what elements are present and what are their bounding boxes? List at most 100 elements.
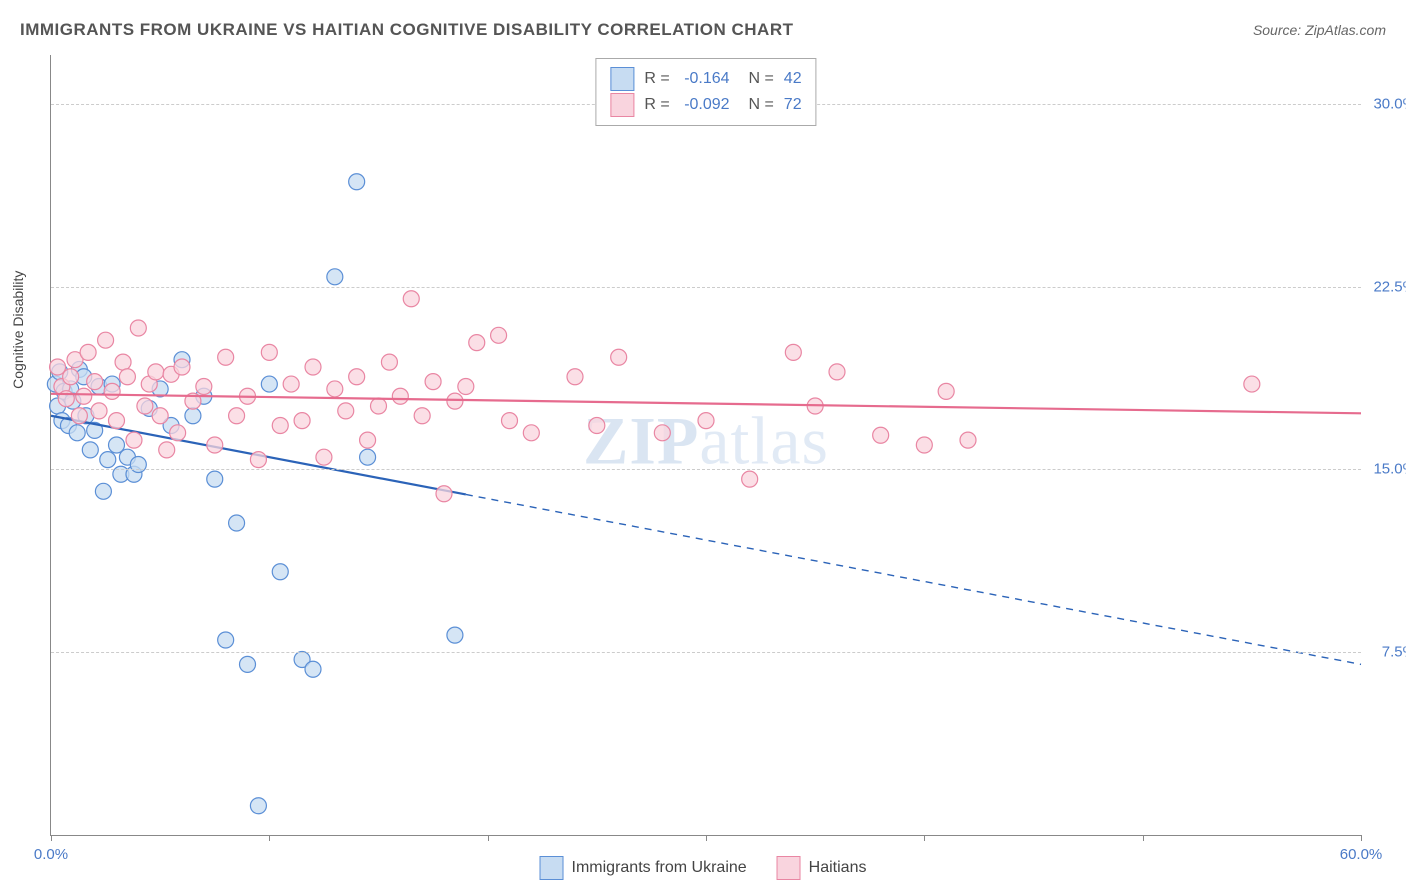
data-point-haitians xyxy=(137,398,153,414)
data-point-ukraine xyxy=(218,632,234,648)
gridline xyxy=(51,652,1361,653)
data-point-haitians xyxy=(654,425,670,441)
data-point-haitians xyxy=(611,349,627,365)
data-point-haitians xyxy=(371,398,387,414)
data-point-haitians xyxy=(170,425,186,441)
series-legend-item: Immigrants from Ukraine xyxy=(540,856,747,880)
data-point-ukraine xyxy=(305,661,321,677)
legend-n-value: 72 xyxy=(784,96,802,114)
y-tick-label: 15.0% xyxy=(1373,461,1406,478)
data-point-haitians xyxy=(1244,376,1260,392)
legend-row-haitians: R = -0.092 N = 72 xyxy=(610,93,801,117)
data-point-haitians xyxy=(589,418,605,434)
data-point-haitians xyxy=(196,379,212,395)
legend-r-value: -0.164 xyxy=(684,70,729,88)
x-tick xyxy=(924,835,925,841)
series-legend: Immigrants from Ukraine Haitians xyxy=(540,856,867,880)
gridline xyxy=(51,469,1361,470)
data-point-ukraine xyxy=(447,627,463,643)
data-point-haitians xyxy=(91,403,107,419)
regression-line-dashed-ukraine xyxy=(466,494,1361,664)
data-point-haitians xyxy=(381,354,397,370)
data-point-ukraine xyxy=(240,656,256,672)
data-point-haitians xyxy=(447,393,463,409)
legend-r-label: R = xyxy=(644,96,674,114)
data-point-haitians xyxy=(174,359,190,375)
series-legend-label: Haitians xyxy=(809,859,867,877)
data-point-haitians xyxy=(218,349,234,365)
data-point-ukraine xyxy=(229,515,245,531)
y-tick-label: 22.5% xyxy=(1373,278,1406,295)
data-point-haitians xyxy=(283,376,299,392)
data-point-haitians xyxy=(305,359,321,375)
data-point-ukraine xyxy=(185,408,201,424)
y-tick-label: 7.5% xyxy=(1382,644,1406,661)
data-point-haitians xyxy=(502,413,518,429)
x-tick xyxy=(1143,835,1144,841)
scatter-svg xyxy=(51,55,1361,835)
x-tick xyxy=(1361,835,1362,841)
data-point-haitians xyxy=(126,432,142,448)
data-point-haitians xyxy=(229,408,245,424)
legend-swatch xyxy=(540,856,564,880)
data-point-haitians xyxy=(742,471,758,487)
data-point-haitians xyxy=(523,425,539,441)
data-point-haitians xyxy=(360,432,376,448)
data-point-haitians xyxy=(80,344,96,360)
data-point-haitians xyxy=(104,383,120,399)
data-point-haitians xyxy=(567,369,583,385)
data-point-haitians xyxy=(272,418,288,434)
data-point-haitians xyxy=(960,432,976,448)
x-tick xyxy=(706,835,707,841)
gridline xyxy=(51,287,1361,288)
data-point-haitians xyxy=(392,388,408,404)
data-point-haitians xyxy=(207,437,223,453)
data-point-haitians xyxy=(425,374,441,390)
legend-n-label: N = xyxy=(740,96,774,114)
legend-row-ukraine: R = -0.164 N = 42 xyxy=(610,67,801,91)
legend-r-value: -0.092 xyxy=(684,96,729,114)
x-tick xyxy=(269,835,270,841)
data-point-haitians xyxy=(938,383,954,399)
data-point-haitians xyxy=(87,374,103,390)
data-point-haitians xyxy=(436,486,452,502)
data-point-haitians xyxy=(469,335,485,351)
chart-plot-area: ZIPatlas R = -0.164 N = 42 R = -0.092 N … xyxy=(50,55,1361,836)
data-point-haitians xyxy=(327,381,343,397)
legend-swatch xyxy=(610,93,634,117)
data-point-haitians xyxy=(261,344,277,360)
legend-swatch xyxy=(610,67,634,91)
data-point-haitians xyxy=(785,344,801,360)
y-tick-label: 30.0% xyxy=(1373,95,1406,112)
data-point-ukraine xyxy=(95,483,111,499)
data-point-haitians xyxy=(250,452,266,468)
data-point-ukraine xyxy=(360,449,376,465)
data-point-haitians xyxy=(349,369,365,385)
chart-header: IMMIGRANTS FROM UKRAINE VS HAITIAN COGNI… xyxy=(20,20,1386,40)
data-point-haitians xyxy=(119,369,135,385)
data-point-ukraine xyxy=(250,798,266,814)
data-point-ukraine xyxy=(100,452,116,468)
data-point-ukraine xyxy=(327,269,343,285)
data-point-haitians xyxy=(71,408,87,424)
data-point-haitians xyxy=(109,413,125,429)
data-point-haitians xyxy=(159,442,175,458)
legend-r-label: R = xyxy=(644,70,674,88)
data-point-haitians xyxy=(316,449,332,465)
data-point-ukraine xyxy=(82,442,98,458)
data-point-haitians xyxy=(152,408,168,424)
data-point-haitians xyxy=(115,354,131,370)
data-point-haitians xyxy=(698,413,714,429)
data-point-haitians xyxy=(338,403,354,419)
data-point-ukraine xyxy=(272,564,288,580)
x-tick-label: 60.0% xyxy=(1340,846,1383,863)
data-point-ukraine xyxy=(69,425,85,441)
data-point-haitians xyxy=(148,364,164,380)
data-point-haitians xyxy=(63,369,79,385)
data-point-haitians xyxy=(76,388,92,404)
legend-n-value: 42 xyxy=(784,70,802,88)
data-point-haitians xyxy=(491,327,507,343)
data-point-ukraine xyxy=(349,174,365,190)
y-axis-label: Cognitive Disability xyxy=(10,271,26,389)
data-point-haitians xyxy=(458,379,474,395)
